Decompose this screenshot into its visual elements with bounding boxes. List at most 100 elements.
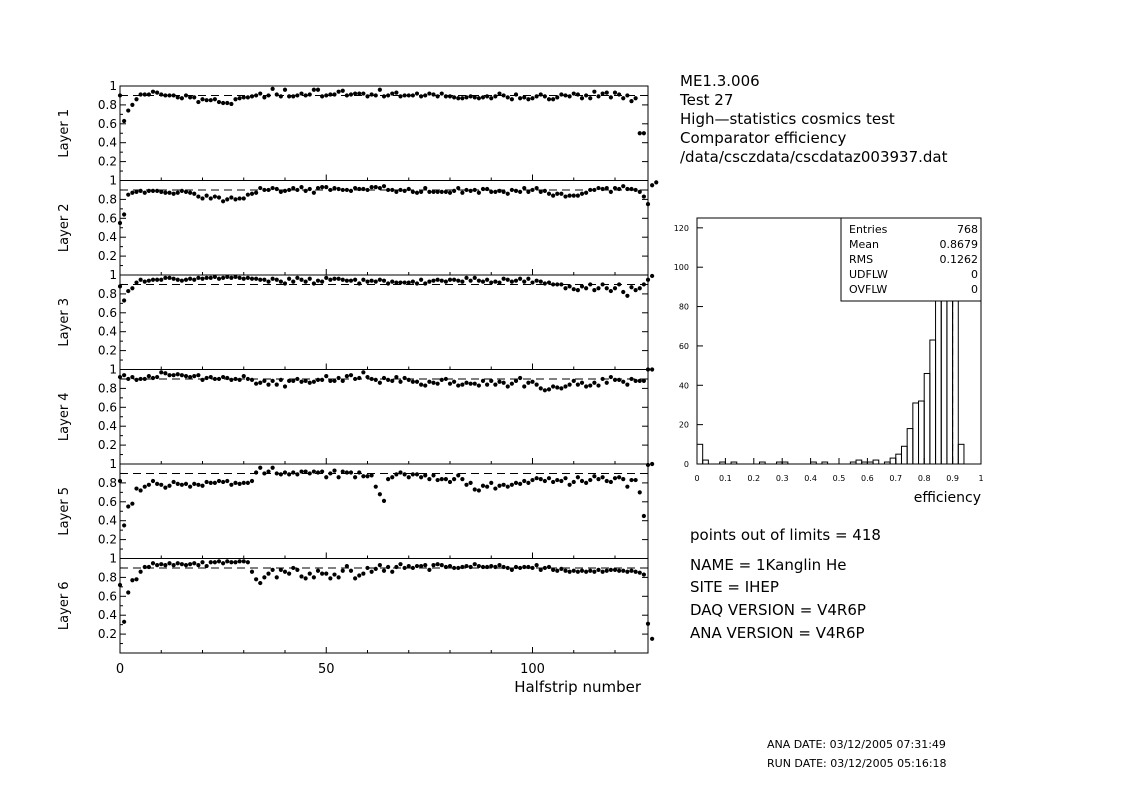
- data-point: [216, 478, 222, 484]
- data-point: [555, 385, 560, 390]
- data-point: [159, 482, 164, 487]
- histogram-bin: [906, 428, 914, 465]
- data-point: [443, 477, 448, 482]
- data-point: [604, 380, 609, 385]
- data-point: [291, 279, 296, 284]
- data-point: [571, 378, 576, 383]
- data-point: [225, 375, 230, 381]
- data-point: [117, 220, 123, 226]
- data-point: [427, 567, 432, 572]
- data-point: [435, 477, 440, 483]
- data-point: [357, 91, 362, 96]
- data-point: [138, 569, 143, 574]
- data-point: [530, 187, 535, 193]
- data-point: [414, 281, 420, 286]
- data-point: [245, 480, 250, 485]
- stats-label: UDFLW: [849, 268, 888, 281]
- data-point: [497, 379, 502, 384]
- data-point: [117, 582, 123, 588]
- histogram-bin: [866, 461, 874, 465]
- data-point: [221, 275, 226, 280]
- data-point: [612, 90, 618, 95]
- data-point: [645, 277, 651, 282]
- data-point: [456, 565, 461, 571]
- data-point: [307, 92, 312, 97]
- data-point: [402, 280, 407, 285]
- data-point: [324, 374, 329, 379]
- data-point: [262, 575, 267, 580]
- data-point: [402, 93, 407, 98]
- x-tick-label: 50: [318, 662, 335, 677]
- data-point: [336, 475, 341, 480]
- data-point: [423, 93, 428, 98]
- data-point: [493, 94, 498, 99]
- data-point: [617, 475, 622, 480]
- data-point: [357, 573, 362, 578]
- data-point: [571, 91, 576, 96]
- data-point: [402, 472, 407, 477]
- data-point: [625, 569, 630, 574]
- data-point: [456, 278, 461, 283]
- data-point: [229, 275, 234, 280]
- data-point: [175, 190, 180, 195]
- data-point: [365, 374, 370, 380]
- data-point: [122, 298, 127, 303]
- data-point: [563, 476, 568, 481]
- data-point: [377, 277, 382, 282]
- data-point: [295, 187, 300, 193]
- data-point: [410, 279, 415, 284]
- layer-panel: 0.2 0.4 0.6 0.8 1 Layer 5: [57, 457, 655, 559]
- data-point: [534, 94, 539, 99]
- data-point: [534, 382, 539, 387]
- data-point: [373, 566, 378, 571]
- data-point: [200, 560, 205, 565]
- data-point: [324, 185, 329, 190]
- data-point: [183, 93, 189, 98]
- data-point: [534, 563, 539, 568]
- data-point: [344, 187, 349, 193]
- y-tick-label: 0: [684, 460, 689, 469]
- data-point: [237, 275, 242, 280]
- data-point: [381, 375, 387, 381]
- data-point: [353, 376, 358, 382]
- data-point: [497, 280, 502, 285]
- data-point: [278, 567, 283, 572]
- data-point: [361, 571, 366, 576]
- data-point: [212, 274, 217, 279]
- data-point: [278, 189, 283, 194]
- data-point: [447, 479, 453, 485]
- x-tick-label: 0.2: [747, 474, 760, 483]
- data-point: [369, 569, 374, 574]
- data-point: [489, 189, 494, 194]
- data-point: [373, 185, 378, 190]
- data-point: [208, 480, 213, 485]
- y-tick-label: 60: [679, 342, 689, 351]
- data-point: [278, 377, 283, 382]
- data-point: [650, 636, 655, 641]
- data-point: [435, 94, 440, 99]
- data-point: [377, 492, 382, 497]
- data-point: [278, 472, 283, 477]
- data-point: [183, 277, 189, 282]
- data-point: [468, 188, 473, 193]
- data-point: [542, 388, 547, 393]
- data-point: [617, 92, 622, 97]
- data-file-path: /data/csczdata/cscdataz003937.dat: [680, 148, 948, 166]
- data-point: [241, 374, 246, 379]
- data-point: [509, 567, 514, 572]
- data-point: [233, 560, 238, 565]
- stats-value: 0.1262: [940, 253, 979, 266]
- data-point: [637, 490, 642, 495]
- data-point: [546, 476, 552, 481]
- data-point: [480, 279, 486, 284]
- data-point: [134, 577, 139, 582]
- data-point: [369, 473, 374, 478]
- data-point: [402, 565, 407, 571]
- data-point: [159, 92, 164, 97]
- data-point: [274, 92, 279, 97]
- data-point: [167, 483, 172, 488]
- data-point: [282, 188, 288, 193]
- data-point: [641, 513, 646, 519]
- data-point: [637, 570, 642, 575]
- data-point: [159, 189, 164, 194]
